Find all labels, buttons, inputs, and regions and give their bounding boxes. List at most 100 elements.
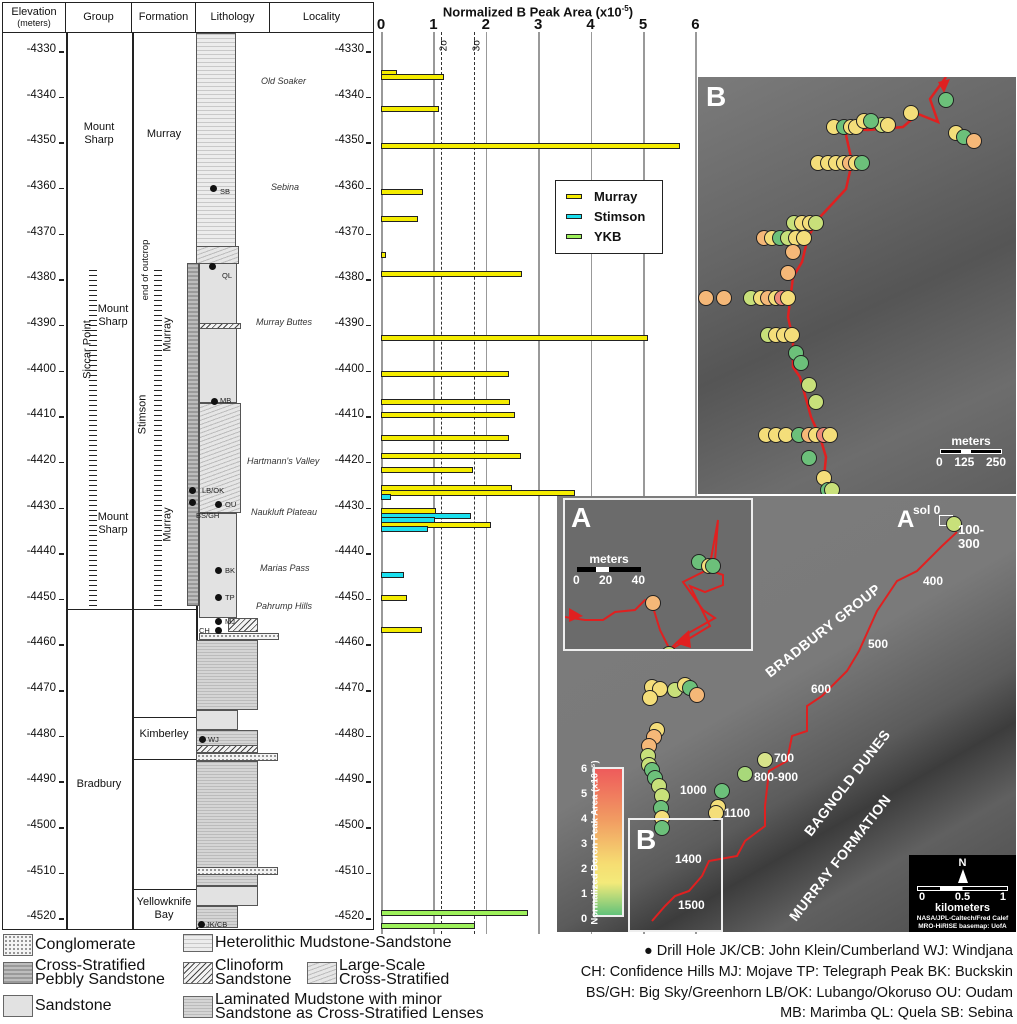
gridline <box>485 32 488 934</box>
scale-bar <box>577 567 641 572</box>
elevation-tick-label: -4410 <box>26 408 56 421</box>
elevation-tick-label: -4510 <box>26 864 56 877</box>
legend-pebbly-sandstone: Cross-Stratified Pebbly Sandstone <box>3 958 178 988</box>
sol-label: 400 <box>923 574 944 588</box>
scale-tick: 1 <box>999 891 1006 903</box>
tick-mark <box>59 553 64 555</box>
gridline <box>643 32 645 934</box>
tick-mark <box>366 735 371 738</box>
inset-b-letter: B <box>636 824 657 855</box>
drill-label-sb: SB <box>220 187 231 196</box>
elevation-tick-label: -4440 <box>26 545 56 558</box>
drill-label-tp: TP <box>225 593 235 602</box>
drill-label-bs-gh: BS/GH <box>196 511 220 520</box>
lithology-sandstone <box>196 886 258 906</box>
gridline <box>381 32 383 934</box>
bar-murray <box>381 466 473 473</box>
scale-title: meters <box>951 434 991 448</box>
sample-point <box>780 290 796 306</box>
scale-bar <box>940 449 1002 454</box>
drill-hole-marker <box>210 185 217 192</box>
tick-mark <box>366 872 371 875</box>
divider <box>66 33 68 929</box>
sample-point <box>824 482 840 494</box>
bar-murray <box>381 252 387 259</box>
tick-mark <box>59 370 64 373</box>
tick-mark <box>366 827 371 829</box>
bar-ykb <box>381 923 476 930</box>
legend-heterolithic: Heterolithic Mudstone-Sandstone <box>183 934 452 952</box>
sample-point <box>793 355 809 371</box>
divider <box>132 33 134 929</box>
sigma2-label: 2σ <box>438 39 450 52</box>
sol-label: 1500 <box>678 898 705 912</box>
contact-line <box>132 889 196 891</box>
abbreviation-row: MB: Marimba QL: Quela SB: Sebina <box>780 1005 1013 1021</box>
formation-murray-mid: Murray <box>161 317 174 352</box>
credit-line: MRO-HiRISE basemap: UofA <box>918 923 1007 930</box>
bar-murray <box>381 371 510 378</box>
formation-kimberley: Kimberley <box>139 728 189 740</box>
swatch-sandstone <box>3 995 33 1017</box>
legend-label: Stimson <box>594 209 646 224</box>
elevation-tick-label: -4340 <box>334 88 364 101</box>
formation-yellowknife-bay: Yellowknife Bay <box>136 896 192 921</box>
tick-mark <box>366 142 371 144</box>
drill-label-ch: CH <box>199 626 210 635</box>
colorbar <box>593 767 624 917</box>
elevation-tick-label: -4380 <box>334 271 364 284</box>
header-elevation-label: Elevation <box>11 5 57 18</box>
inset-map-a: A meters 0 20 40 <box>563 498 753 651</box>
sol-label: sol 0 <box>913 503 941 517</box>
elevation-tick-label: -4370 <box>26 225 56 238</box>
scale-ticks: 0 0.5 1 <box>919 891 1006 903</box>
drill-label-jk-cb: JK/CB <box>206 920 228 929</box>
swatch-large-scale <box>307 962 337 984</box>
unconformity-line <box>89 268 97 608</box>
header-lithology: Lithology <box>196 3 270 33</box>
sol-label: 700 <box>774 751 795 765</box>
bar-murray <box>381 435 510 442</box>
elevation-tick-label: -4400 <box>334 362 364 375</box>
legend-label: Conglomerate <box>35 936 136 953</box>
map-a-scale: meters 0 20 40 <box>573 552 645 587</box>
sample-point <box>946 516 962 532</box>
tick-mark <box>59 142 64 144</box>
north-arrow-icon <box>957 869 968 883</box>
swatch-heterolithic <box>183 934 213 952</box>
elevation-tick-label: -4430 <box>334 499 364 512</box>
sol-label: 1100 <box>724 806 751 820</box>
tick-mark <box>59 461 64 464</box>
sample-point <box>808 394 824 410</box>
map-b-letter: B <box>706 81 727 112</box>
lithology-laminated <box>196 761 258 886</box>
tick-mark <box>59 507 64 509</box>
header-group: Group <box>66 3 132 33</box>
elevation-tick-label: -4440 <box>334 545 364 558</box>
tick-mark <box>59 690 64 692</box>
contact-line <box>132 717 196 719</box>
lithology-laminated <box>196 906 238 928</box>
formation-murray-low: Murray <box>161 507 174 542</box>
locality-hartmanns-valley: Hartmann's Valley <box>247 456 320 466</box>
abbreviation-row: ● Drill Hole JK/CB: John Klein/Cumberlan… <box>644 943 1013 959</box>
tick-mark <box>366 918 371 920</box>
tick-mark <box>366 644 371 646</box>
lithology-large-scale <box>199 403 241 513</box>
bar-murray <box>381 594 408 601</box>
lithology-clinoform <box>228 618 258 632</box>
elevation-tick-label: -4390 <box>26 316 56 329</box>
chart-title-close: ) <box>628 4 634 20</box>
group-mount-sharp-low: Mount Sharp <box>97 511 129 536</box>
chart-title-exponent: -5 <box>621 4 629 13</box>
drill-hole-marker <box>189 487 196 494</box>
chart-legend: Murray Stimson YKB <box>555 180 663 254</box>
tick-mark <box>366 279 371 281</box>
x-tick-label: 3 <box>534 16 543 33</box>
sample-point <box>938 92 954 108</box>
tick-mark <box>366 553 371 555</box>
colorbar-tick: 5 <box>581 788 588 800</box>
credit-line: NASA/JPL-Caltech/Fred Calef <box>916 915 1009 922</box>
unconformity-line <box>154 268 162 608</box>
x-tick-label: 6 <box>691 16 700 33</box>
